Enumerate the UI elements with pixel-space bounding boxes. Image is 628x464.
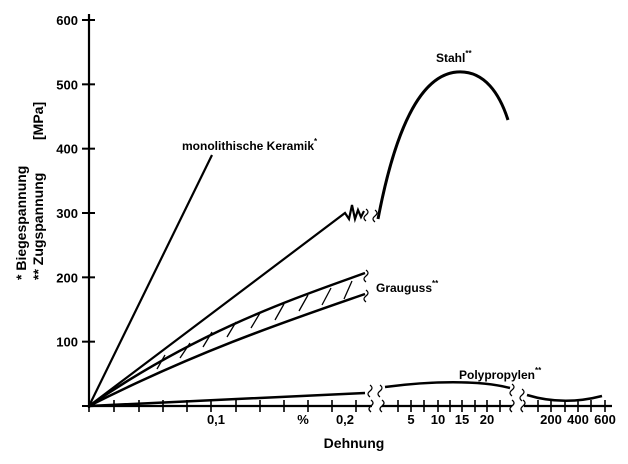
series-label-stahl-name: Stahl xyxy=(436,51,465,65)
series-label-stahl: Stahl** xyxy=(436,49,472,65)
y-tick-label: 200 xyxy=(56,270,78,285)
series-label-keramik-mark: * xyxy=(314,137,318,146)
series-line-polypropylen-segment-1 xyxy=(88,391,366,408)
series-label-keramik: monolithische Keramik* xyxy=(182,137,318,153)
x-tick-label-20: 20 xyxy=(480,412,494,427)
series-label-grauguss: Grauguss** xyxy=(376,279,439,295)
series-line-grauguss-upper xyxy=(88,271,366,408)
y-tick-label: 400 xyxy=(56,142,78,157)
series-label-grauguss-mark: ** xyxy=(432,279,439,288)
y-axis-unit: [MPa] xyxy=(30,102,46,140)
series-label-polypropylen-name: Polypropylen xyxy=(459,368,535,382)
series-label-stahl-mark: ** xyxy=(465,49,472,58)
x-tick-label-600: 600 xyxy=(594,412,616,427)
x-axis-title: Dehnung xyxy=(324,435,385,451)
x-tick-label-10: 10 xyxy=(431,412,445,427)
y-axis-title-line-1: * Biegespannung xyxy=(13,166,29,280)
y-tick-label: 100 xyxy=(56,335,78,350)
series-line-stahl-segment-1 xyxy=(88,204,365,407)
series-line-polypropylen-segment-2 xyxy=(384,381,511,390)
x-tick-label-15: 15 xyxy=(455,412,469,427)
series-line-keramik xyxy=(88,154,213,407)
x-tick-label-400: 400 xyxy=(567,412,589,427)
series-line-polypropylen-segment-3 xyxy=(526,393,603,403)
y-tick-label: 300 xyxy=(56,206,78,221)
series-label-polypropylen: Polypropylen** xyxy=(459,366,542,382)
x-ticks xyxy=(88,400,606,412)
x-tick-label-200: 200 xyxy=(540,412,562,427)
series-line-grauguss-lower xyxy=(88,292,366,408)
y-axis-title-line-2: ** Zugspannung xyxy=(30,173,46,280)
x-tick-label-0-2: 0,2 xyxy=(336,412,354,427)
series-label-polypropylen-mark: ** xyxy=(535,366,542,375)
series-line-stahl-segment-2 xyxy=(376,70,510,220)
x-tick-label-0-1: 0,1 xyxy=(207,412,225,427)
x-tick-label-percent: % xyxy=(297,412,309,427)
y-tick-label: 600 xyxy=(56,13,78,28)
series-label-grauguss-name: Grauguss xyxy=(376,281,432,295)
series-label-keramik-name: monolithische Keramik xyxy=(182,139,314,153)
x-tick-label-5: 5 xyxy=(407,412,414,427)
y-tick-label: 500 xyxy=(56,77,78,92)
grauguss-hatching xyxy=(156,280,353,370)
x-axis-break-marks xyxy=(368,399,526,413)
y-ticks: 100 200 300 400 500 600 xyxy=(56,13,95,407)
series-break-marks xyxy=(363,208,525,402)
